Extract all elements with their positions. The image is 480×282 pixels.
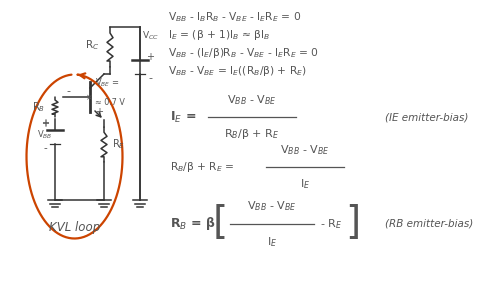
Text: I$_{E}$ =: I$_{E}$ =: [170, 109, 196, 125]
Text: (RB emitter-bias): (RB emitter-bias): [385, 219, 473, 229]
Text: [: [: [212, 204, 228, 242]
Text: -: -: [66, 86, 70, 96]
Text: ≈ 0.7 V: ≈ 0.7 V: [95, 98, 125, 107]
Text: R$_E$: R$_E$: [112, 138, 125, 151]
Text: V$_{BB}$ - V$_{BE}$: V$_{BB}$ - V$_{BE}$: [247, 199, 297, 213]
Text: ×: ×: [85, 94, 93, 102]
Text: V$_{BB}$ - V$_{BE}$: V$_{BB}$ - V$_{BE}$: [280, 143, 330, 157]
Text: V$_{BB}$ - (I$_{E}$/β)R$_{B}$ - V$_{BE}$ - I$_{E}$R$_{E}$ = 0: V$_{BB}$ - (I$_{E}$/β)R$_{B}$ - V$_{BE}$…: [168, 46, 319, 60]
Text: V$_{BB}$ - V$_{BE}$ = I$_{E}$((R$_{B}$/β) + R$_{E}$): V$_{BB}$ - V$_{BE}$ = I$_{E}$((R$_{B}$/β…: [168, 64, 307, 78]
Text: -: -: [148, 73, 152, 83]
Text: R$_{B}$/β + R$_{E}$ =: R$_{B}$/β + R$_{E}$ =: [170, 160, 235, 174]
Text: +: +: [41, 119, 49, 129]
Text: V$_{BB}$: V$_{BB}$: [37, 128, 53, 141]
Text: R$_{B}$/β + R$_{E}$: R$_{B}$/β + R$_{E}$: [224, 127, 280, 141]
Text: I$_{E}$: I$_{E}$: [267, 235, 277, 249]
Text: -: -: [43, 144, 47, 153]
Text: R$_C$: R$_C$: [84, 38, 99, 52]
Text: R$_{B}$ = β: R$_{B}$ = β: [170, 215, 216, 232]
Text: V$_{BB}$ - V$_{BE}$: V$_{BB}$ - V$_{BE}$: [227, 93, 277, 107]
Text: (IE emitter-bias): (IE emitter-bias): [385, 112, 468, 122]
Text: +: +: [146, 52, 154, 62]
Text: - R$_{E}$: - R$_{E}$: [320, 217, 342, 231]
Text: +: +: [41, 118, 49, 129]
Text: ]: ]: [346, 204, 360, 242]
Text: I$_{E}$: I$_{E}$: [300, 177, 310, 191]
Text: V$_{BE}$ =: V$_{BE}$ =: [95, 76, 120, 89]
Text: R$_B$: R$_B$: [32, 100, 45, 114]
Text: V$_{BB}$ - I$_{B}$R$_{B}$ - V$_{BE}$ - I$_{E}$R$_{E}$ = 0: V$_{BB}$ - I$_{B}$R$_{B}$ - V$_{BE}$ - I…: [168, 10, 301, 24]
Text: +: +: [95, 107, 103, 117]
Text: I$_{E}$ = (β + 1)I$_{B}$ ≈ βI$_{B}$: I$_{E}$ = (β + 1)I$_{B}$ ≈ βI$_{B}$: [168, 28, 270, 42]
Text: KVL loop: KVL loop: [49, 221, 100, 235]
Text: V$_{CC}$: V$_{CC}$: [142, 29, 159, 41]
